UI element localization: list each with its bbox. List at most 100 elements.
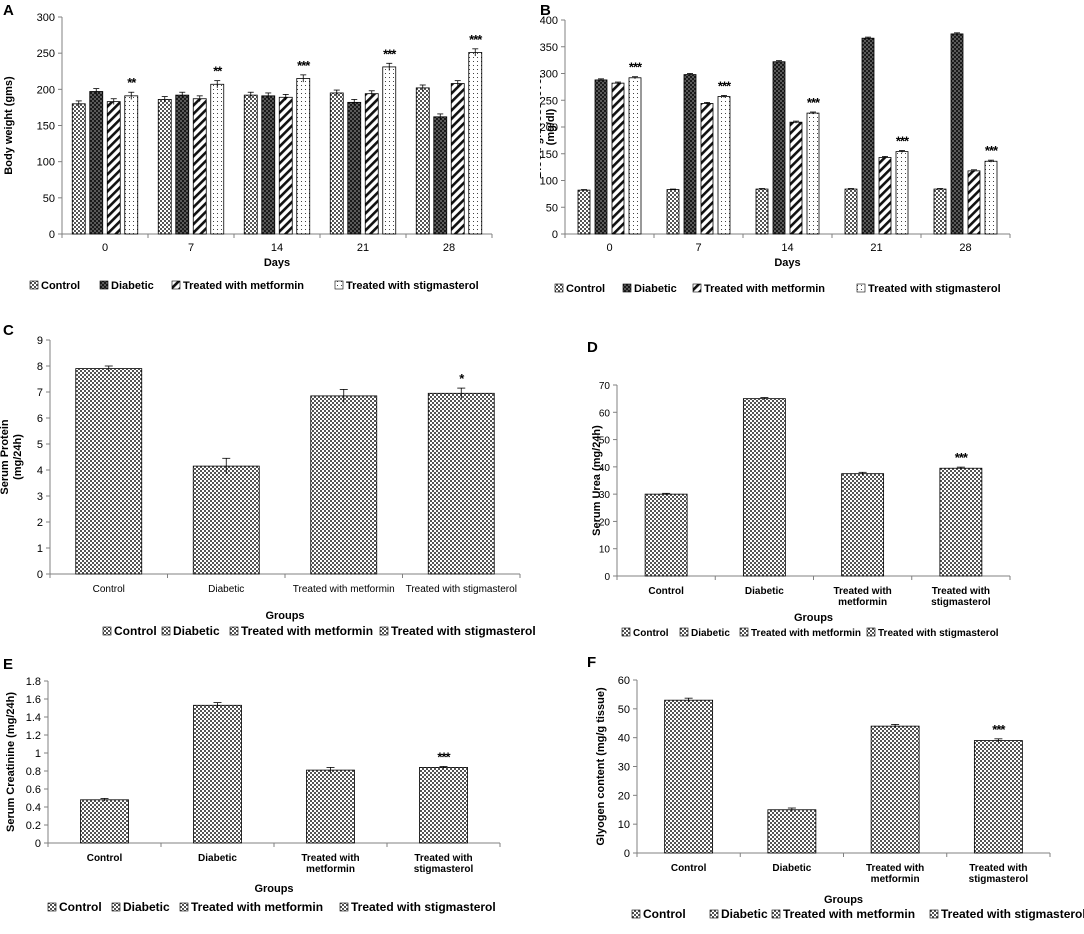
bar-b-control-0 — [577, 189, 591, 235]
y-tick-label-e: 1.8 — [26, 676, 41, 688]
bar-a-treated-with-metformin-14 — [278, 96, 293, 235]
y-tick-label-f: 50 — [618, 704, 630, 716]
y-tick-label-e: 1.6 — [26, 694, 41, 706]
legend-swatch-b-treated-with-metformin — [692, 283, 702, 293]
legend-label-b-treated-with-stigmasterol: Treated with stigmasterol — [868, 283, 1001, 295]
legend-swatch-e-diabetic — [111, 902, 121, 912]
bar-f-treated-with-metformin — [870, 725, 920, 854]
y-tick-label-a: 250 — [37, 48, 55, 60]
significance-b-0: *** — [629, 60, 643, 75]
y-tick-label-d: 40 — [599, 463, 611, 474]
y-tick-label-d: 70 — [599, 381, 611, 392]
legend-label-c-treated-with-stigmasterol: Treated with stigmasterol — [391, 624, 536, 638]
x-tick-label-c-control: Control — [93, 584, 125, 595]
significance-b-7: *** — [718, 78, 732, 93]
legend-label-f-treated-with-stigmasterol: Treated with stigmasterol — [941, 907, 1084, 921]
bar-d-treated-with-metformin — [841, 473, 885, 577]
y-tick-label-f: 20 — [618, 790, 630, 802]
bar-b-diabetic-14 — [772, 61, 786, 235]
y-tick-label-a: 300 — [37, 12, 55, 24]
y-tick-label-c: 2 — [37, 517, 43, 529]
panel-label-d: D — [587, 339, 598, 356]
legend-swatch-e-treated-with-stigmasterol — [339, 902, 349, 912]
y-tick-label-f: 60 — [618, 675, 630, 687]
legend-swatch-f-diabetic — [709, 909, 719, 919]
y-axis-title-c: (mg/24h) — [12, 434, 24, 480]
bar-e-control — [80, 799, 129, 844]
x-tick-label-d-treated-with-metformin: metformin — [838, 597, 887, 608]
significance-b-28: *** — [985, 143, 999, 158]
y-tick-label-a: 100 — [37, 157, 55, 169]
legend-swatch-c-treated-with-metformin — [229, 626, 239, 636]
x-tick-label-d-treated-with-stigmasterol: stigmasterol — [931, 597, 991, 608]
chart-a-svg: A 0 50 100 150 200 250 300 Body weight (gms) ** 0 *… — [3, 2, 493, 292]
legend-label-d-treated-with-metformin: Treated with metformin — [751, 628, 861, 639]
bar-b-treated-with-metformin-0 — [611, 82, 625, 235]
x-tick-label-b-28: 28 — [959, 242, 971, 254]
y-tick-label-b: 150 — [540, 149, 558, 161]
legend-label-e-control: Control — [59, 900, 102, 914]
bar-b-control-14 — [755, 188, 769, 235]
y-tick-label-a: 0 — [49, 229, 55, 241]
y-tick-label-e: 1 — [35, 748, 41, 760]
x-tick-label-e-treated-with-metformin: metformin — [306, 864, 355, 875]
y-tick-label-f: 40 — [618, 733, 630, 745]
bar-b-treated-with-stigmasterol-21 — [895, 151, 909, 235]
y-tick-label-f: 10 — [618, 819, 630, 831]
legend-label-d-control: Control — [633, 628, 669, 639]
bar-a-diabetic-0 — [89, 91, 104, 235]
x-tick-label-b-14: 14 — [781, 242, 793, 254]
y-tick-label-c: 5 — [37, 439, 43, 451]
bar-a-control-0 — [71, 103, 86, 235]
legend-swatch-f-control — [631, 909, 641, 919]
y-tick-label-b: 400 — [540, 15, 558, 27]
legend-label-a-control: Control — [41, 280, 80, 292]
panel-d: D 0 10 20 30 40 50 60 70 Serum Urea (mg/24h) Contr… — [550, 318, 1084, 650]
significance-b-14: *** — [807, 95, 821, 110]
bar-b-treated-with-stigmasterol-0 — [628, 77, 642, 235]
panel-label-c: C — [3, 322, 14, 339]
x-tick-label-f-control: Control — [671, 863, 707, 874]
bar-b-treated-with-stigmasterol-28 — [984, 160, 998, 235]
chart-c-svg: C 0 1 2 3 4 5 6 7 8 9 Serum Protein (mg/24h) Control D… — [0, 322, 536, 638]
bar-b-treated-with-metformin-21 — [878, 157, 892, 235]
y-tick-label-b: 0 — [552, 229, 558, 241]
bar-a-treated-with-metformin-0 — [106, 101, 121, 235]
x-tick-label-b-7: 7 — [695, 242, 701, 254]
y-axis-title-f: Glyogen content (mg/g tissue) — [595, 687, 607, 846]
significance-e-treated-with-stigmasterol: *** — [437, 750, 451, 765]
bar-f-treated-with-stigmasterol — [973, 740, 1023, 854]
y-tick-label-f: 30 — [618, 762, 630, 774]
legend-label-e-treated-with-stigmasterol: Treated with stigmasterol — [351, 900, 496, 914]
y-tick-label-d: 60 — [599, 408, 611, 419]
bar-d-control — [644, 493, 688, 577]
y-tick-label-c: 0 — [37, 569, 43, 581]
bar-a-treated-with-metformin-21 — [364, 93, 379, 235]
y-tick-label-b: 100 — [540, 176, 558, 188]
legend-swatch-b-diabetic — [622, 283, 632, 293]
chart-e-svg: E 0 0.2 0.4 0.6 0.8 1 1.2 1.4 1.6 1.8 Serum Creatin… — [3, 656, 501, 914]
significance-a-0: ** — [127, 75, 137, 90]
significance-a-21: *** — [383, 46, 397, 61]
bar-b-diabetic-7 — [683, 74, 697, 235]
bar-a-treated-with-metformin-28 — [450, 83, 465, 235]
legend-swatch-c-control — [102, 626, 112, 636]
x-tick-label-a-0: 0 — [102, 242, 108, 254]
x-tick-label-c-treated-with-metformin: Treated with metformin — [293, 584, 395, 595]
y-tick-label-a: 50 — [43, 193, 55, 205]
bar-b-treated-with-metformin-7 — [700, 103, 714, 235]
legend-label-c-treated-with-metformin: Treated with metformin — [241, 624, 373, 638]
legend-label-b-diabetic: Diabetic — [634, 283, 677, 295]
bar-b-treated-with-stigmasterol-14 — [806, 112, 820, 235]
bar-a-treated-with-stigmasterol-0 — [124, 95, 139, 235]
x-axis-title-c: Groups — [265, 610, 304, 622]
x-tick-label-f-treated-with-stigmasterol: Treated with — [969, 863, 1027, 874]
x-tick-label-d-treated-with-metformin: Treated with — [833, 586, 891, 597]
x-tick-label-d-diabetic: Diabetic — [745, 586, 784, 597]
bar-a-control-14 — [243, 94, 258, 235]
bar-a-treated-with-stigmasterol-21 — [382, 66, 397, 235]
y-tick-label-c: 7 — [37, 387, 43, 399]
legend-label-b-control: Control — [566, 283, 605, 295]
bar-b-treated-with-metformin-14 — [789, 121, 803, 235]
bar-d-diabetic — [742, 398, 786, 577]
